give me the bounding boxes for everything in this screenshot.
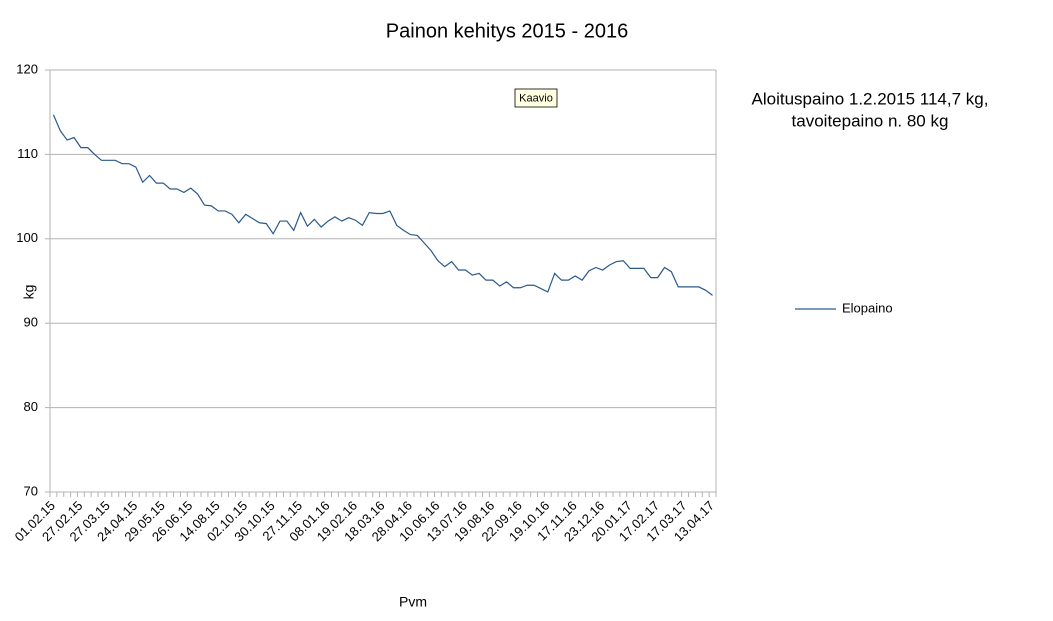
tooltip: Kaavio <box>519 92 553 104</box>
y-tick-label: 120 <box>16 61 38 76</box>
annotation: Aloituspaino 1.2.2015 114,7 kg, <box>752 89 989 108</box>
data-line <box>52 114 713 296</box>
y-tick-label: 90 <box>24 315 38 330</box>
y-tick-label: 110 <box>17 146 38 161</box>
annotation: tavoitepaino n. 80 kg <box>792 111 949 130</box>
y-axis-label: kg <box>21 285 37 300</box>
legend-label: Elopaino <box>842 300 893 315</box>
y-tick-label: 100 <box>16 230 38 245</box>
y-tick-label: 80 <box>24 399 38 414</box>
chart-title: Painon kehitys 2015 - 2016 <box>386 20 628 42</box>
y-tick-label: 70 <box>24 483 38 498</box>
x-axis-label: Pvm <box>399 594 427 610</box>
tooltip-box <box>514 88 558 108</box>
